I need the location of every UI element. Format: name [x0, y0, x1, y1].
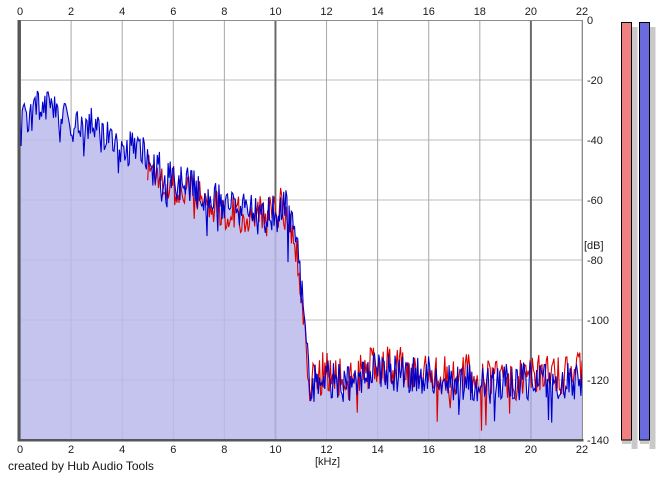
x-axis-top-tick-label: 4 — [119, 6, 125, 18]
x-axis-bottom-tick-label: 6 — [170, 444, 176, 456]
x-axis-bottom-tick-label: 16 — [423, 444, 435, 456]
y-axis-tick-label: -40 — [587, 135, 603, 147]
x-axis-top-tick-label: 8 — [221, 6, 227, 18]
spectrum-trace-red — [147, 154, 583, 431]
x-axis-bottom-tick-label: 0 — [17, 444, 23, 456]
x-axis-bottom-tick-label: 12 — [320, 444, 332, 456]
y-axis-tick-label: -140 — [587, 435, 609, 447]
y-axis-tick-label: -20 — [587, 75, 603, 87]
x-axis-bottom-tick-label: 8 — [221, 444, 227, 456]
x-axis-unit-label: [kHz] — [315, 456, 341, 468]
x-axis-bottom-tick-label: 22 — [576, 444, 588, 456]
y-axis-tick-label: -60 — [587, 195, 603, 207]
credit-text: created by Hub Audio Tools — [8, 459, 154, 473]
x-axis-top-tick-label: 16 — [423, 6, 435, 18]
x-axis-bottom-tick-label: 20 — [525, 444, 537, 456]
meter-foot — [640, 440, 649, 444]
x-axis-bottom-tick-label: 2 — [68, 444, 74, 456]
y-axis-tick-label: 0 — [587, 15, 593, 27]
x-axis-top-tick-label: 12 — [320, 6, 332, 18]
x-axis-top-tick-label: 6 — [170, 6, 176, 18]
meter-shadow — [631, 27, 638, 449]
spectrum-trace-blue — [19, 90, 583, 423]
left-channel-level-meter — [621, 22, 632, 441]
y-axis-unit-label: [dB] — [584, 240, 604, 252]
y-axis-tick-label: -100 — [587, 315, 609, 327]
x-axis-top-tick-label: 22 — [576, 6, 588, 18]
x-axis-top-tick-label: 0 — [17, 6, 23, 18]
x-axis-top-tick-label: 10 — [269, 6, 281, 18]
meter-shadow — [649, 27, 656, 449]
x-axis-bottom-tick-label: 4 — [119, 444, 125, 456]
x-axis-bottom-tick-label: 14 — [372, 444, 384, 456]
x-axis-bottom-tick-label: 18 — [474, 444, 486, 456]
right-channel-level-meter — [639, 22, 650, 441]
x-axis-top-tick-label: 2 — [68, 6, 74, 18]
plot-border-left — [17, 20, 21, 440]
x-axis-top-tick-label: 14 — [372, 6, 384, 18]
spectrum-area-fill — [20, 91, 582, 440]
x-axis-bottom-tick-label: 10 — [269, 444, 281, 456]
x-axis-top-tick-label: 20 — [525, 6, 537, 18]
y-axis-tick-label: -120 — [587, 375, 609, 387]
y-axis-tick-label: -80 — [587, 255, 603, 267]
x-axis-top-tick-label: 18 — [474, 6, 486, 18]
meter-foot — [622, 440, 631, 444]
plot-border-bottom — [17, 439, 584, 442]
